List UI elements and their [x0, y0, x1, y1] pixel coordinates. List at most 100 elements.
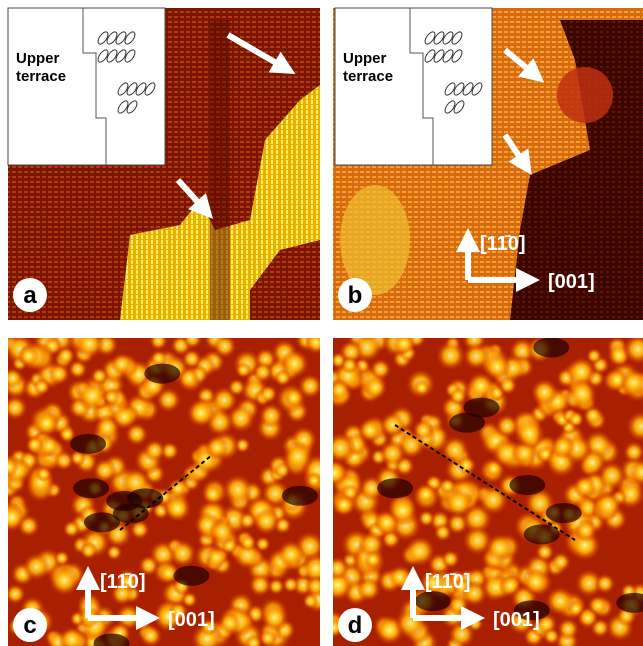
adsorbate — [535, 542, 554, 561]
adsorbate — [325, 432, 357, 464]
adsorbate — [268, 578, 285, 595]
adsorbate — [178, 367, 200, 389]
adsorbate — [364, 550, 382, 568]
inset-label: Upper — [16, 50, 60, 67]
adsorbate — [252, 362, 273, 383]
inset-label: Upper — [343, 50, 387, 67]
adsorbate — [259, 385, 278, 404]
adsorbate — [379, 440, 407, 468]
adsorbate — [202, 484, 223, 505]
adsorbate — [306, 472, 322, 488]
adsorbate — [235, 362, 251, 378]
adsorbate — [449, 387, 467, 405]
adsorbate — [568, 411, 585, 428]
adsorbate — [340, 356, 358, 374]
adsorbate — [49, 565, 80, 596]
dark-gap — [173, 566, 209, 586]
adsorbate — [597, 461, 626, 490]
adsorbate — [3, 395, 28, 420]
adsorbate — [228, 378, 246, 396]
adsorbate — [388, 565, 413, 590]
adsorbate — [182, 349, 202, 369]
adsorbate — [164, 495, 192, 523]
dark-gap — [70, 434, 106, 454]
adsorbate — [103, 388, 121, 406]
adsorbate — [388, 496, 418, 526]
adsorbate — [156, 387, 181, 412]
adsorbate — [326, 556, 350, 580]
adsorbate — [457, 455, 476, 474]
adsorbate — [18, 345, 40, 367]
adsorbate — [5, 584, 26, 605]
adsorbate — [418, 510, 435, 527]
adsorbate — [239, 534, 257, 552]
adsorbate — [238, 512, 256, 530]
adsorbate — [531, 378, 559, 406]
adsorbate — [573, 475, 597, 499]
adsorbate — [485, 533, 514, 562]
adsorbate — [143, 439, 166, 462]
adsorbate — [322, 460, 348, 486]
direction-label: [11̄0] — [480, 233, 526, 255]
direction-label: [001] — [168, 609, 215, 631]
adsorbate — [574, 519, 597, 542]
dark-gap — [509, 475, 545, 495]
adsorbate — [209, 518, 236, 545]
direction-label: [11̄0] — [100, 571, 146, 593]
adsorbate — [379, 412, 405, 438]
adsorbate — [298, 374, 323, 399]
adsorbate — [218, 611, 242, 635]
adsorbate — [34, 411, 58, 435]
adsorbate — [25, 435, 43, 453]
adsorbate — [261, 604, 289, 632]
adsorbate — [543, 628, 560, 645]
adsorbate — [56, 346, 75, 365]
direction-label: [11̄0] — [425, 571, 471, 593]
adsorbate — [356, 577, 381, 602]
adsorbate — [483, 353, 511, 381]
adsorbate — [593, 491, 622, 520]
adsorbate — [305, 575, 327, 597]
adsorbate — [305, 331, 328, 354]
adsorbate — [440, 478, 456, 494]
dark-gap — [377, 478, 413, 498]
adsorbate — [169, 539, 197, 567]
adsorbate — [63, 520, 81, 538]
adsorbate — [434, 523, 452, 541]
dark-gap — [144, 364, 180, 384]
dark-gap — [546, 503, 582, 523]
dark-gap — [106, 491, 142, 511]
adsorbate — [48, 362, 71, 385]
adsorbate — [17, 514, 40, 537]
dark-gap — [533, 337, 569, 357]
inset-label: terrace — [16, 68, 66, 85]
adsorbate — [414, 380, 430, 396]
adsorbate — [149, 332, 168, 351]
dark-gap — [463, 398, 499, 418]
adsorbate — [277, 540, 306, 569]
adsorbate — [522, 568, 549, 595]
panel-label: d — [348, 612, 363, 639]
adsorbate — [33, 378, 51, 396]
dark-gap — [415, 591, 451, 611]
adsorbate — [404, 535, 435, 566]
adsorbate — [557, 618, 579, 640]
adsorbate — [363, 376, 387, 400]
adsorbate — [567, 378, 597, 408]
adsorbate — [282, 576, 299, 593]
adsorbate — [253, 508, 280, 535]
adsorbate — [583, 405, 603, 425]
direction-label: [001] — [548, 271, 595, 293]
dark-gap — [84, 512, 120, 532]
island — [557, 67, 613, 123]
inset — [335, 8, 492, 165]
adsorbate — [441, 550, 460, 569]
dark-gap — [282, 486, 318, 506]
adsorbate — [495, 414, 519, 438]
adsorbate — [280, 349, 309, 378]
adsorbate — [22, 553, 50, 581]
adsorbate — [75, 329, 104, 358]
adsorbate — [415, 484, 436, 505]
panel-label: b — [348, 282, 363, 309]
direction-label: [001] — [493, 609, 540, 631]
